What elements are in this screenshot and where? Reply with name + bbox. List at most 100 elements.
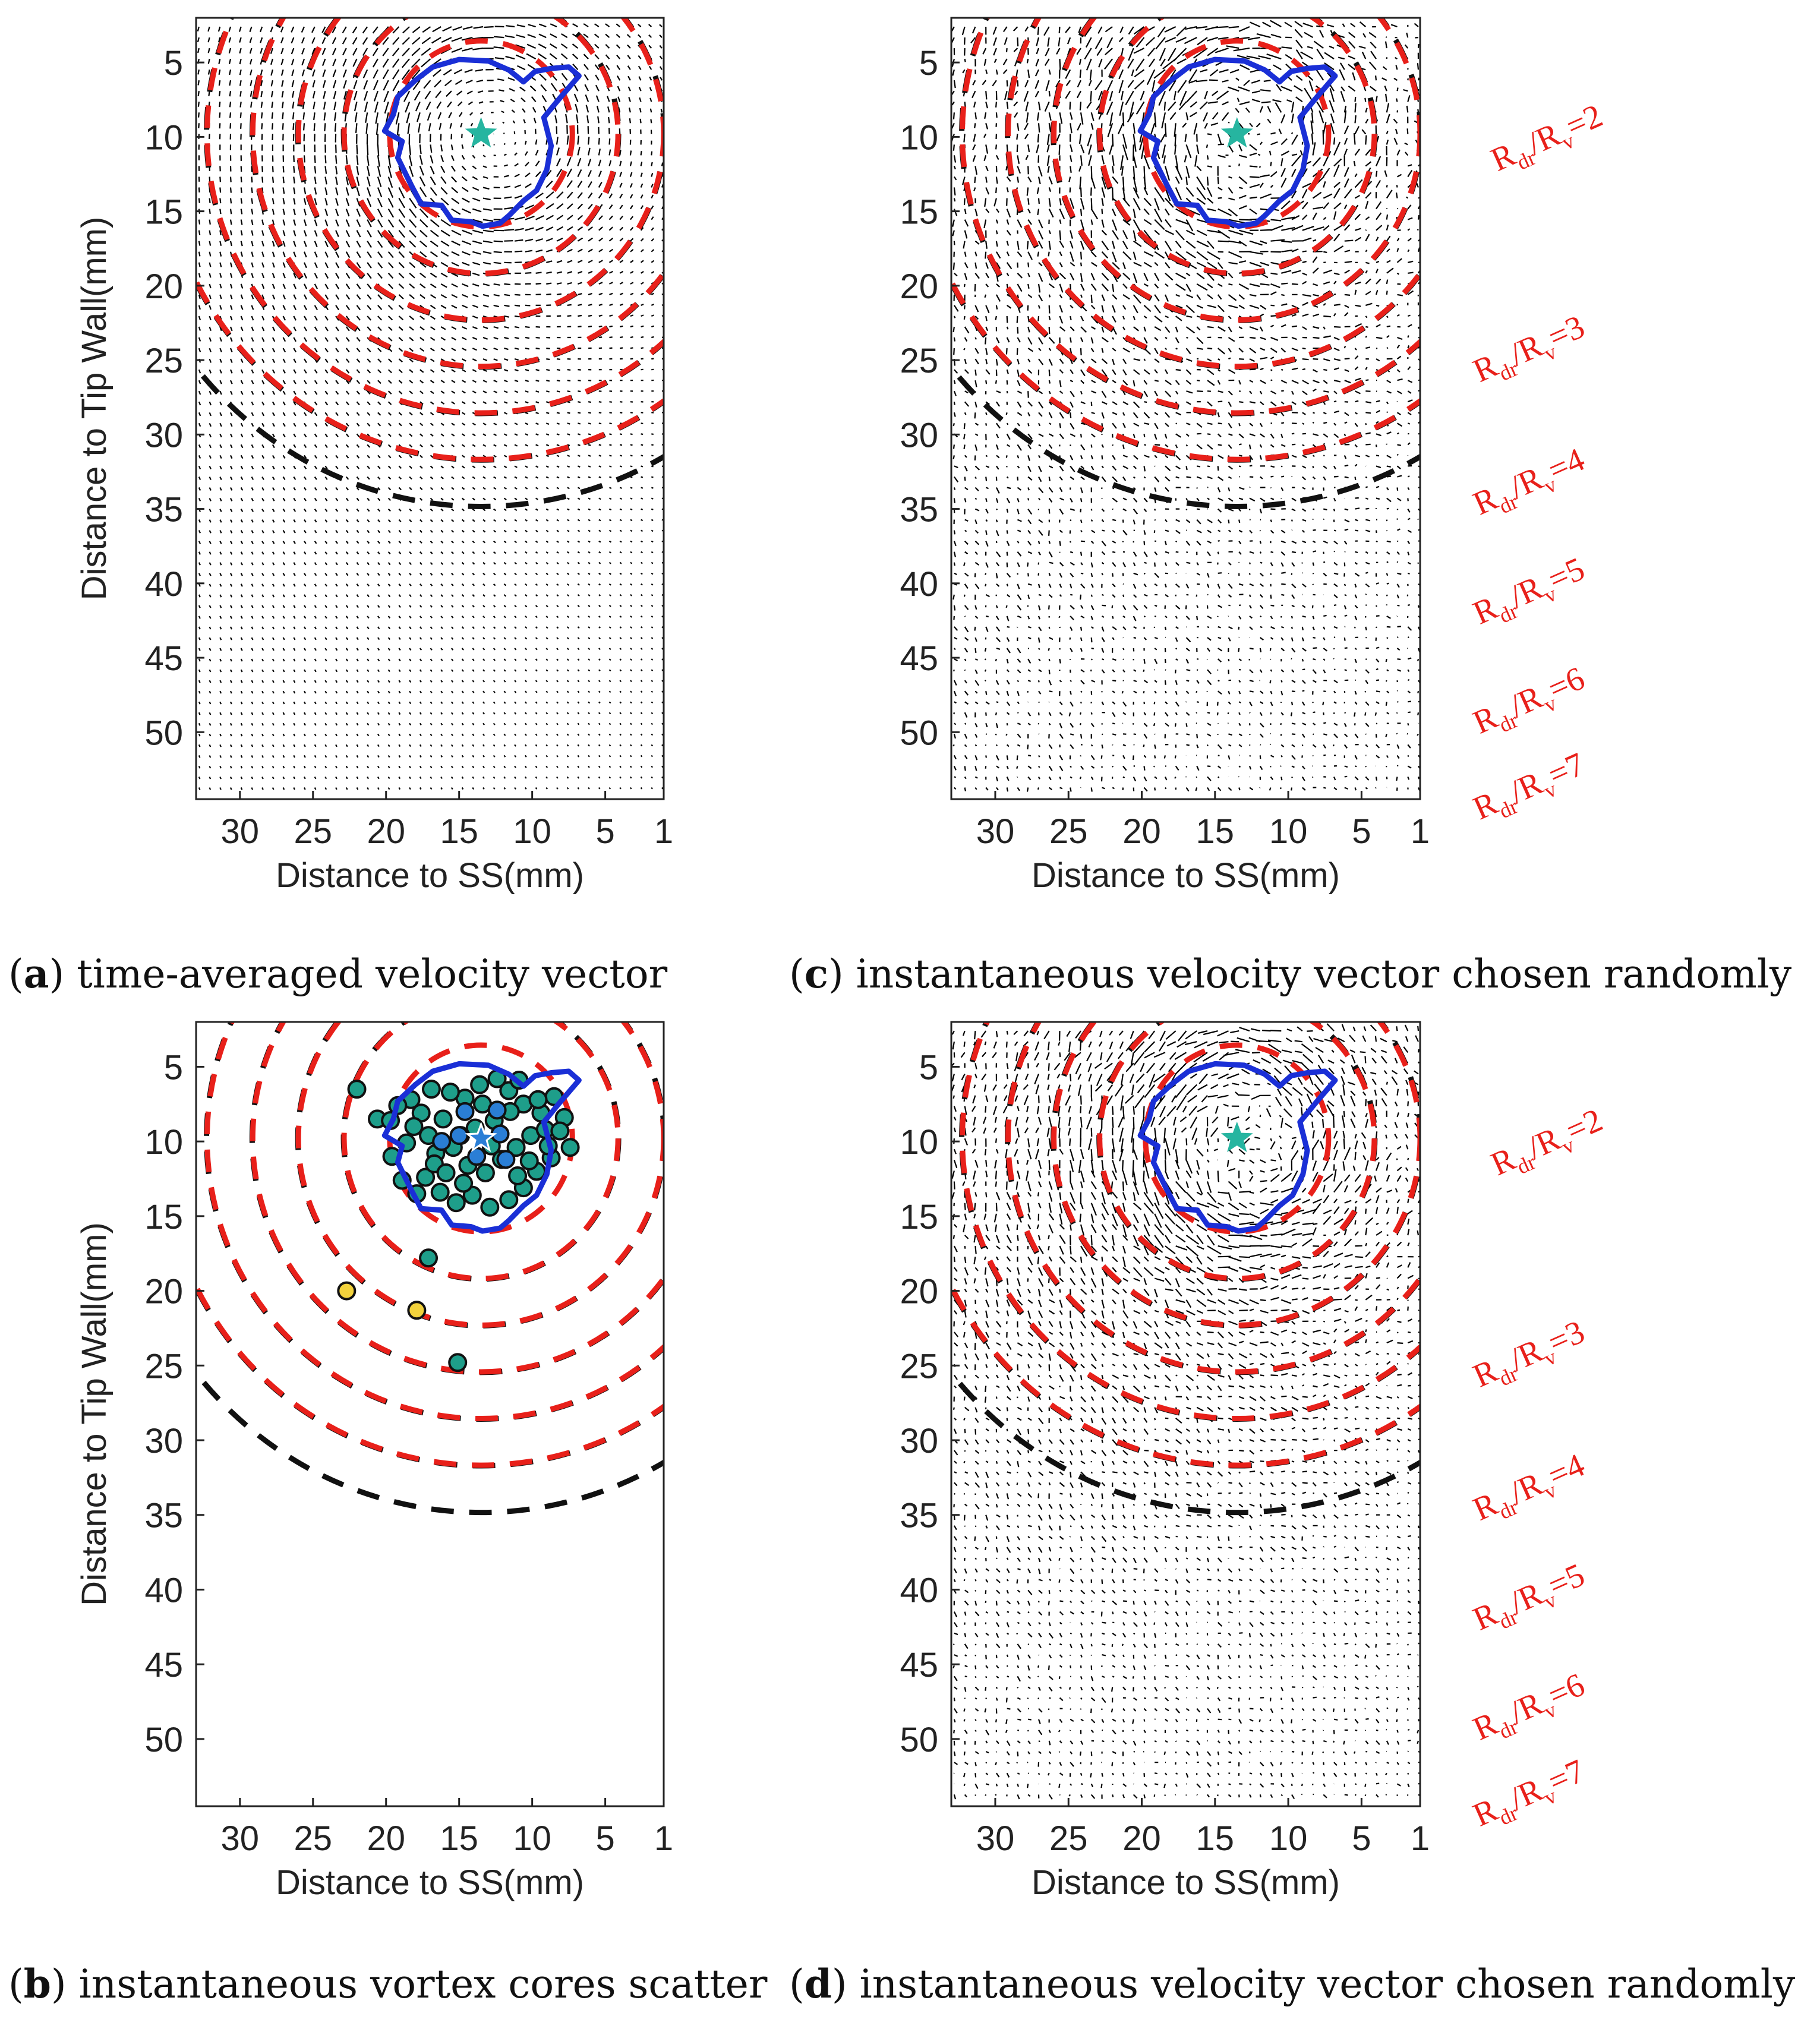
- y-tick-label: 50: [144, 1721, 183, 1759]
- core-outline: [1137, 1061, 1338, 1234]
- y-tick-label: 30: [144, 416, 183, 455]
- y-axis-label: Distance to Tip Wall(mm): [75, 1222, 113, 1606]
- core-scatter: [337, 1069, 580, 1372]
- y-tick-label: 5: [164, 1048, 183, 1087]
- ring-black-7: [951, 363, 1420, 509]
- x-tick-label: 5: [595, 812, 614, 851]
- core-outline: [1137, 56, 1338, 229]
- y-tick-label: 10: [144, 1123, 183, 1162]
- y-axis: 5 10 15 20 25 30 35 40 45 50 Distance to Tip Wall(…: [75, 1048, 204, 1759]
- ring-red-7: [196, 275, 664, 462]
- y-tick-label: 30: [900, 416, 938, 455]
- ring-black-7: [196, 1368, 664, 1515]
- ring-red-6: [204, 18, 664, 416]
- x-tick-label: 20: [1122, 812, 1161, 851]
- scatter-point-1-0: [337, 1281, 357, 1301]
- caption-a: (a) time-averaged velocity vector: [8, 951, 668, 997]
- y-tick-label: 5: [164, 44, 183, 83]
- scatter-point-0-47: [436, 1163, 456, 1182]
- scatter-point-2-5: [455, 1102, 475, 1121]
- ring-label-5: Rdr/Rv=5: [1468, 550, 1592, 636]
- ring-label-5: Rdr/Rv=5: [1468, 1557, 1592, 1643]
- x-tick-label: 1: [1411, 812, 1430, 851]
- ring-red-3: [341, 1022, 621, 1282]
- scatter-point-2-4: [496, 1150, 516, 1169]
- plot-area-a: [196, 18, 664, 790]
- y-tick-label: 10: [900, 1123, 938, 1162]
- x-axis-label: Distance to SS(mm): [276, 1863, 584, 1902]
- x-axis: 30 25 20 15 10 5 1 Distance to SS(mm): [976, 791, 1430, 895]
- y-tick-label: 20: [144, 267, 183, 306]
- scatter-point-0-0: [347, 1080, 367, 1099]
- y-tick-label: 50: [900, 1721, 938, 1759]
- x-tick-label: 25: [1049, 812, 1088, 851]
- ring-label-6: Rdr/Rv=6: [1468, 1666, 1592, 1752]
- y-tick-label: 40: [900, 1571, 938, 1610]
- y-tick-label: 10: [144, 118, 183, 157]
- y-tick-label: 20: [900, 267, 938, 306]
- y-tick-label: 20: [900, 1273, 938, 1311]
- axes-frame: [195, 1021, 665, 1807]
- ring-red-3: [1097, 18, 1377, 276]
- ring-black-6: [196, 276, 664, 463]
- scatter-point-2-3: [432, 1132, 452, 1151]
- caption-d: (d) instantaneous velocity vector chosen…: [789, 1961, 1796, 2007]
- ring-black-7: [951, 1368, 1420, 1515]
- y-tick-label: 35: [144, 491, 183, 529]
- y-tick-label: 45: [144, 639, 183, 678]
- vortex-centre-star: [465, 117, 497, 148]
- scatter-point-0-15: [499, 1190, 519, 1210]
- x-tick-label: 25: [294, 812, 332, 851]
- x-tick-label: 10: [1269, 1819, 1308, 1858]
- scatter-point-0-43: [519, 1151, 539, 1170]
- core-outline: [381, 1061, 582, 1234]
- x-tick-label: 20: [367, 1819, 405, 1858]
- ring-label-4: Rdr/Rv=4: [1468, 1447, 1592, 1533]
- x-tick-label: 25: [1049, 1819, 1088, 1858]
- x-axis-label: Distance to SS(mm): [1032, 1863, 1340, 1902]
- vector-field: [197, 23, 664, 790]
- y-tick-label: 45: [900, 639, 938, 678]
- ring-red-4: [1051, 18, 1420, 323]
- ring-red-5: [1005, 1022, 1420, 1375]
- scatter-point-2-2: [467, 1147, 487, 1166]
- vector-field: [951, 20, 1420, 792]
- y-tick-label: 10: [900, 118, 938, 157]
- y-axis-label: Distance to Tip Wall(mm): [75, 217, 113, 601]
- axes-frame: [950, 1021, 1421, 1807]
- scatter-point-0-14: [480, 1197, 500, 1217]
- y-tick-label: 5: [919, 44, 938, 83]
- x-axis-label: Distance to SS(mm): [276, 856, 584, 895]
- x-tick-label: 5: [1352, 812, 1371, 851]
- x-tick-label: 20: [367, 812, 405, 851]
- velocity-vectors: [951, 1023, 1420, 1800]
- ring-red-2: [1143, 1042, 1332, 1235]
- scatter-point-0-42: [454, 1173, 474, 1193]
- ring-red-4: [295, 1022, 664, 1328]
- ring-red-5: [250, 18, 664, 370]
- x-tick-label: 1: [654, 812, 673, 851]
- x-tick-label: 30: [976, 1819, 1015, 1858]
- ring-black-7: [196, 363, 664, 509]
- scatter-point-0-10: [416, 1168, 436, 1187]
- scatter-point-0-29: [433, 1109, 453, 1129]
- ring-red-5: [250, 1022, 664, 1375]
- y-tick-label: 5: [919, 1048, 938, 1087]
- axes-frame: [950, 17, 1421, 800]
- y-tick-label: 30: [900, 1422, 938, 1460]
- ring-label-2: Rdr/Rv=2: [1485, 97, 1610, 184]
- x-tick-label: 30: [976, 812, 1015, 851]
- scatter-point-0-49: [528, 1090, 548, 1109]
- scatter-point-0-11: [430, 1182, 450, 1202]
- y-tick-label: 25: [144, 342, 183, 380]
- y-tick-label: 30: [144, 1422, 183, 1460]
- radius-rings: [951, 1022, 1420, 1515]
- y-tick-label: 25: [900, 1347, 938, 1386]
- plot-area-b: [196, 1022, 664, 1515]
- y-tick-label: 45: [900, 1646, 938, 1684]
- vector-field: [951, 1023, 1420, 1800]
- x-tick-label: 15: [1196, 1819, 1235, 1858]
- y-axis: 5 10 15 20 25 30 35 40 45 50: [900, 1048, 960, 1759]
